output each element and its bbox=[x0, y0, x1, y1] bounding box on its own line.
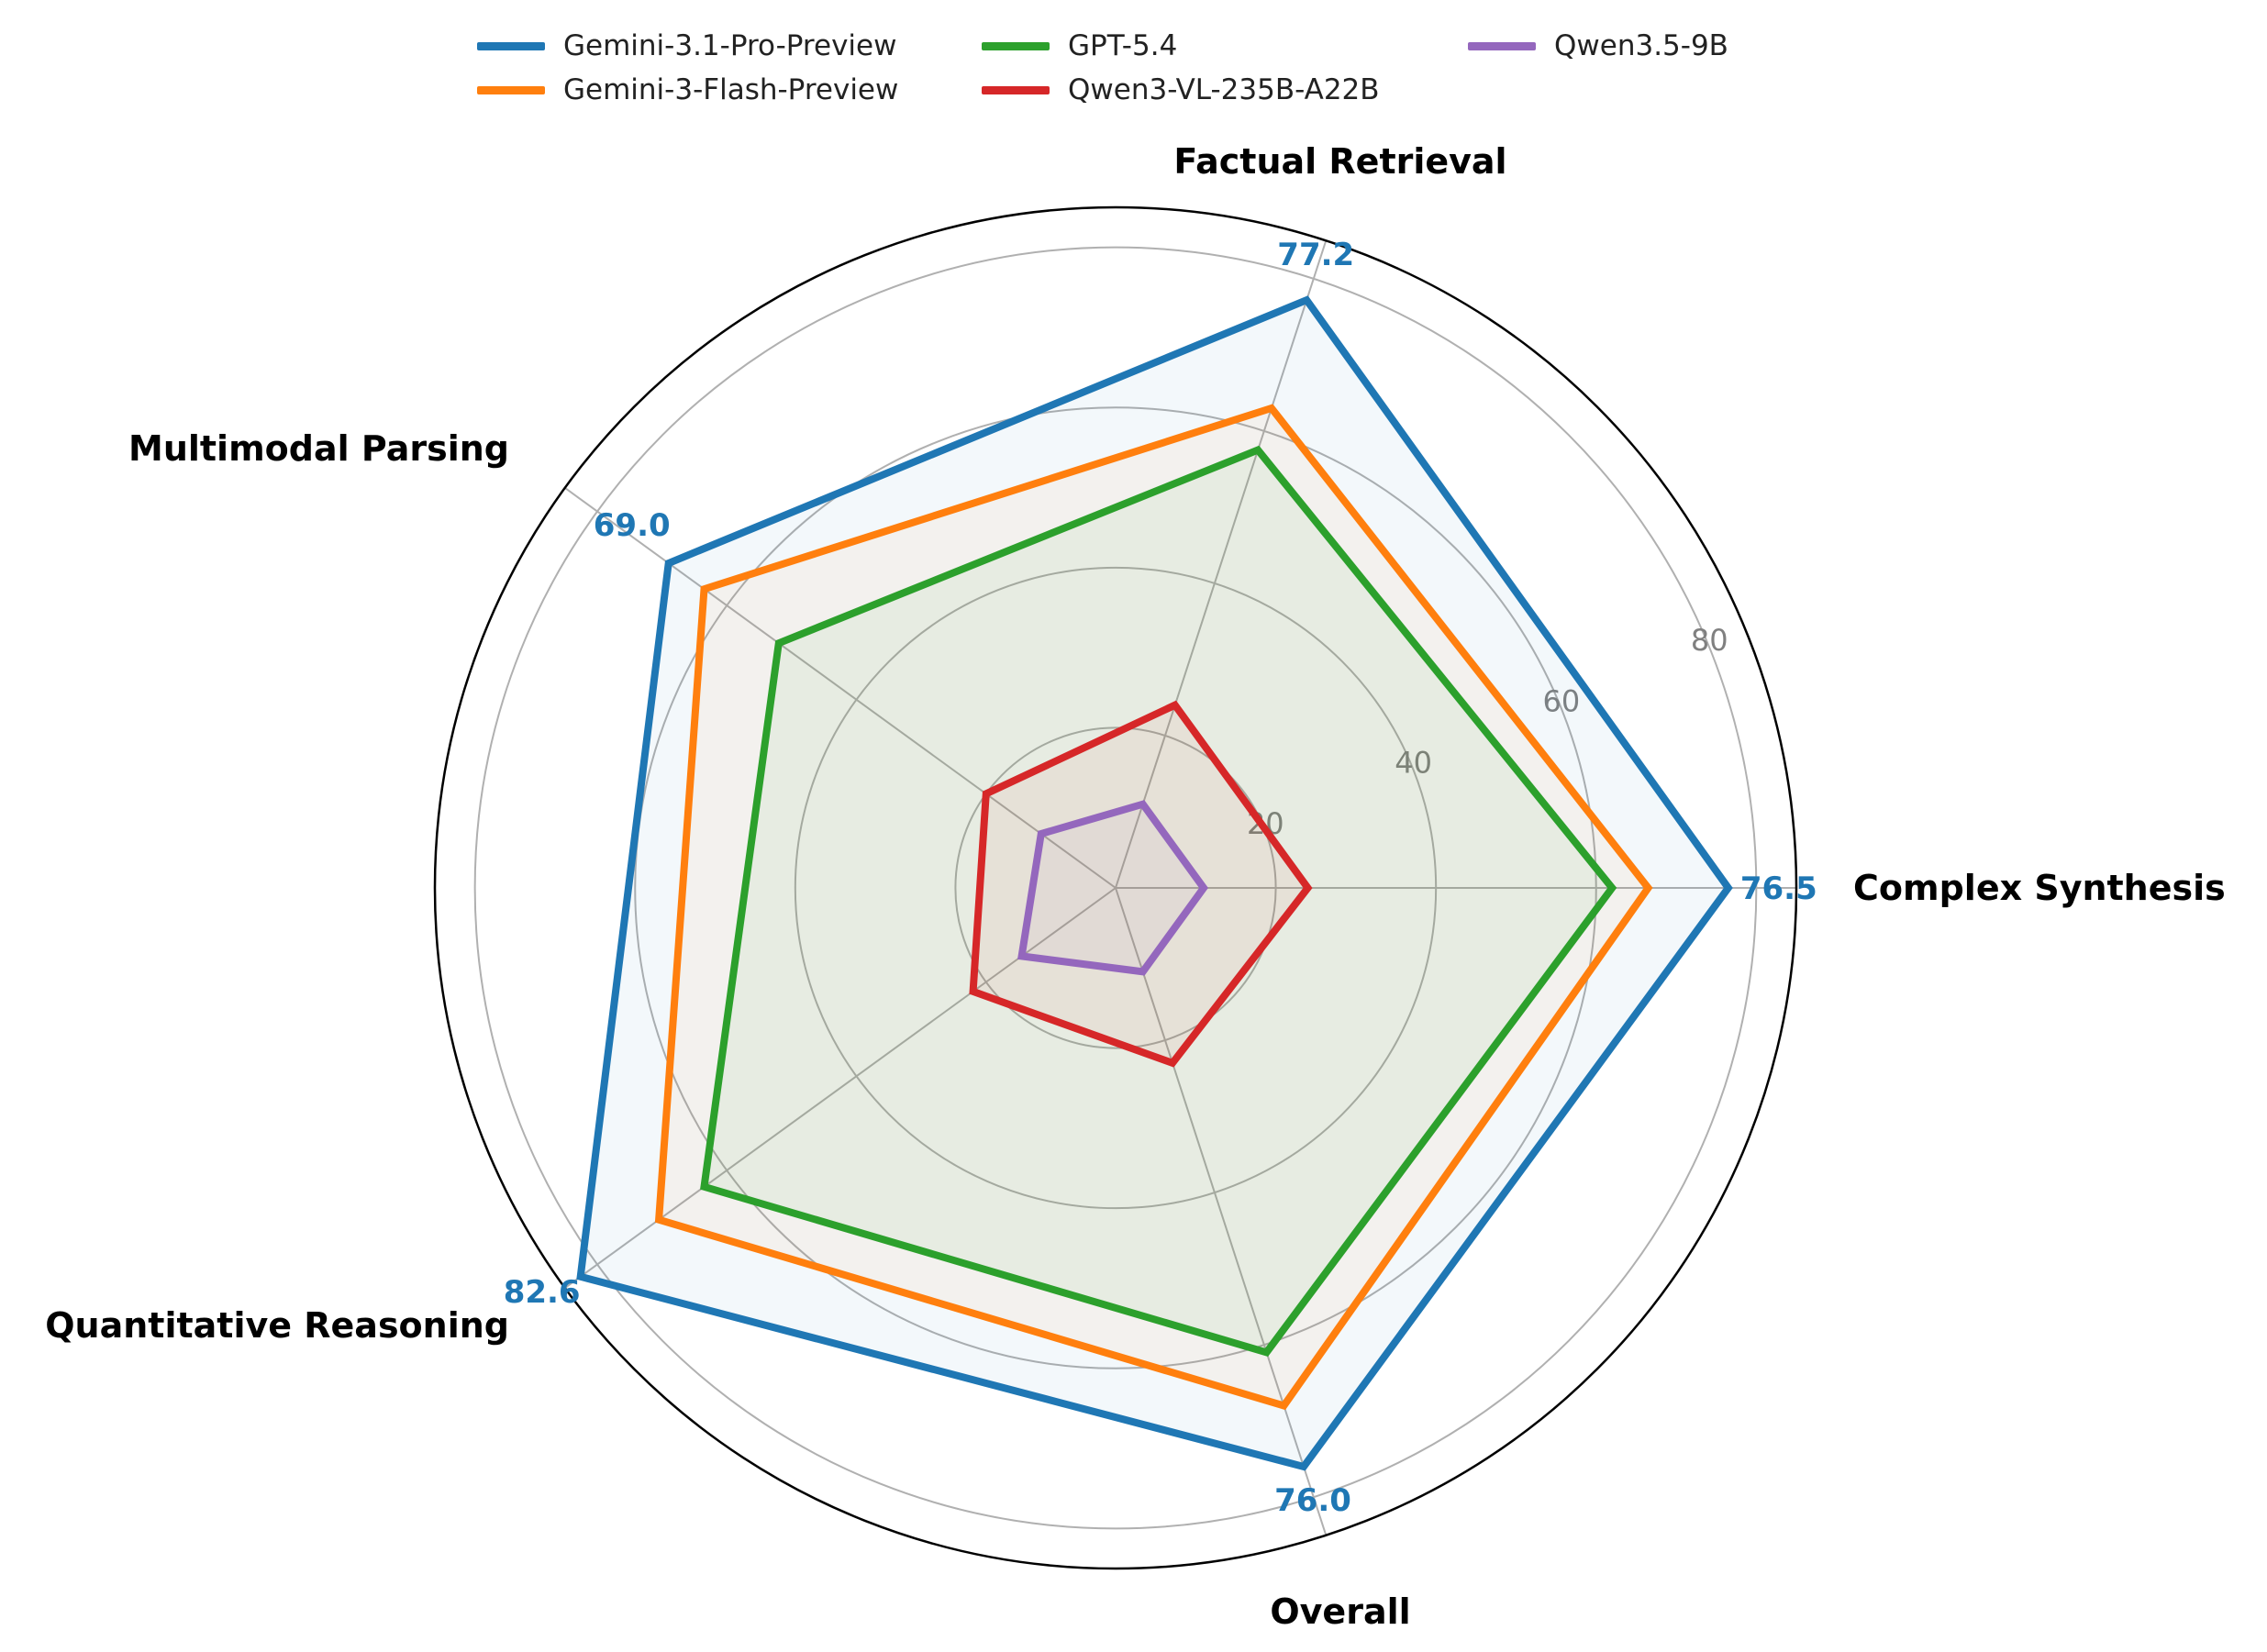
legend-swatch bbox=[982, 41, 1050, 50]
series-fill bbox=[1021, 804, 1204, 972]
peak-value-label: 82.6 bbox=[504, 1274, 581, 1311]
axis-label: Complex Synthesis bbox=[1853, 868, 2226, 908]
radar-grid bbox=[433, 205, 1798, 1570]
series-fill bbox=[972, 704, 1308, 1063]
legend-item: Qwen3.5-9B bbox=[1468, 26, 1728, 66]
legend-label: Qwen3-VL-235B-A22B bbox=[1068, 73, 1380, 106]
rtick-label: 80 bbox=[1691, 623, 1728, 658]
series-fill bbox=[580, 300, 1728, 1468]
legend-label: Qwen3.5-9B bbox=[1554, 29, 1728, 62]
series-line bbox=[576, 295, 1733, 1471]
peak-value-label: 76.5 bbox=[1740, 870, 1817, 907]
series-line bbox=[654, 404, 1653, 1411]
legend-item: Gemini-3-Flash-Preview bbox=[477, 70, 898, 110]
outer-frame-circle bbox=[433, 205, 1798, 1570]
peak-value-label: 76.0 bbox=[1274, 1482, 1351, 1519]
legend-item: GPT-5.4 bbox=[982, 26, 1177, 66]
series-line bbox=[1017, 800, 1208, 976]
chart-legend: Gemini-3.1-Pro-Preview Gemini-3-Flash-Pre… bbox=[477, 26, 1853, 117]
legend-item: Qwen3-VL-235B-A22B bbox=[982, 70, 1380, 110]
rtick-label: 60 bbox=[1543, 684, 1581, 719]
series-fill bbox=[704, 449, 1613, 1353]
legend-label: Gemini-3-Flash-Preview bbox=[563, 73, 899, 106]
series-line bbox=[700, 445, 1617, 1358]
rtick-label: 40 bbox=[1395, 745, 1432, 780]
legend-swatch bbox=[1468, 41, 1536, 50]
peak-value-label: 69.0 bbox=[594, 507, 671, 544]
series-layer bbox=[576, 295, 1733, 1471]
legend-item: Gemini-3.1-Pro-Preview bbox=[477, 26, 896, 66]
spoke-line bbox=[564, 487, 1117, 889]
series-fill bbox=[659, 408, 1649, 1406]
axis-label: Overall bbox=[1270, 1591, 1410, 1632]
legend-swatch bbox=[477, 85, 545, 94]
axis-label: Multimodal Parsing bbox=[128, 428, 509, 469]
axis-label: Factual Retrieval bbox=[1173, 141, 1506, 182]
peak-value-label: 77.2 bbox=[1277, 237, 1354, 273]
legend-swatch bbox=[982, 85, 1050, 94]
spoke-line bbox=[1115, 887, 1328, 1536]
legend-label: Gemini-3.1-Pro-Preview bbox=[563, 29, 897, 62]
peak-value-labels: 76.5 77.2 69.0 82.6 76.0 bbox=[504, 237, 1817, 1519]
spoke-line bbox=[1115, 240, 1328, 889]
legend-swatch bbox=[477, 41, 545, 50]
series-line bbox=[969, 700, 1313, 1068]
axis-label: Quantitative Reasoning bbox=[45, 1305, 509, 1346]
axis-labels: Complex Synthesis Factual Retrieval Multim… bbox=[45, 141, 2226, 1632]
legend-label: GPT-5.4 bbox=[1068, 29, 1178, 62]
